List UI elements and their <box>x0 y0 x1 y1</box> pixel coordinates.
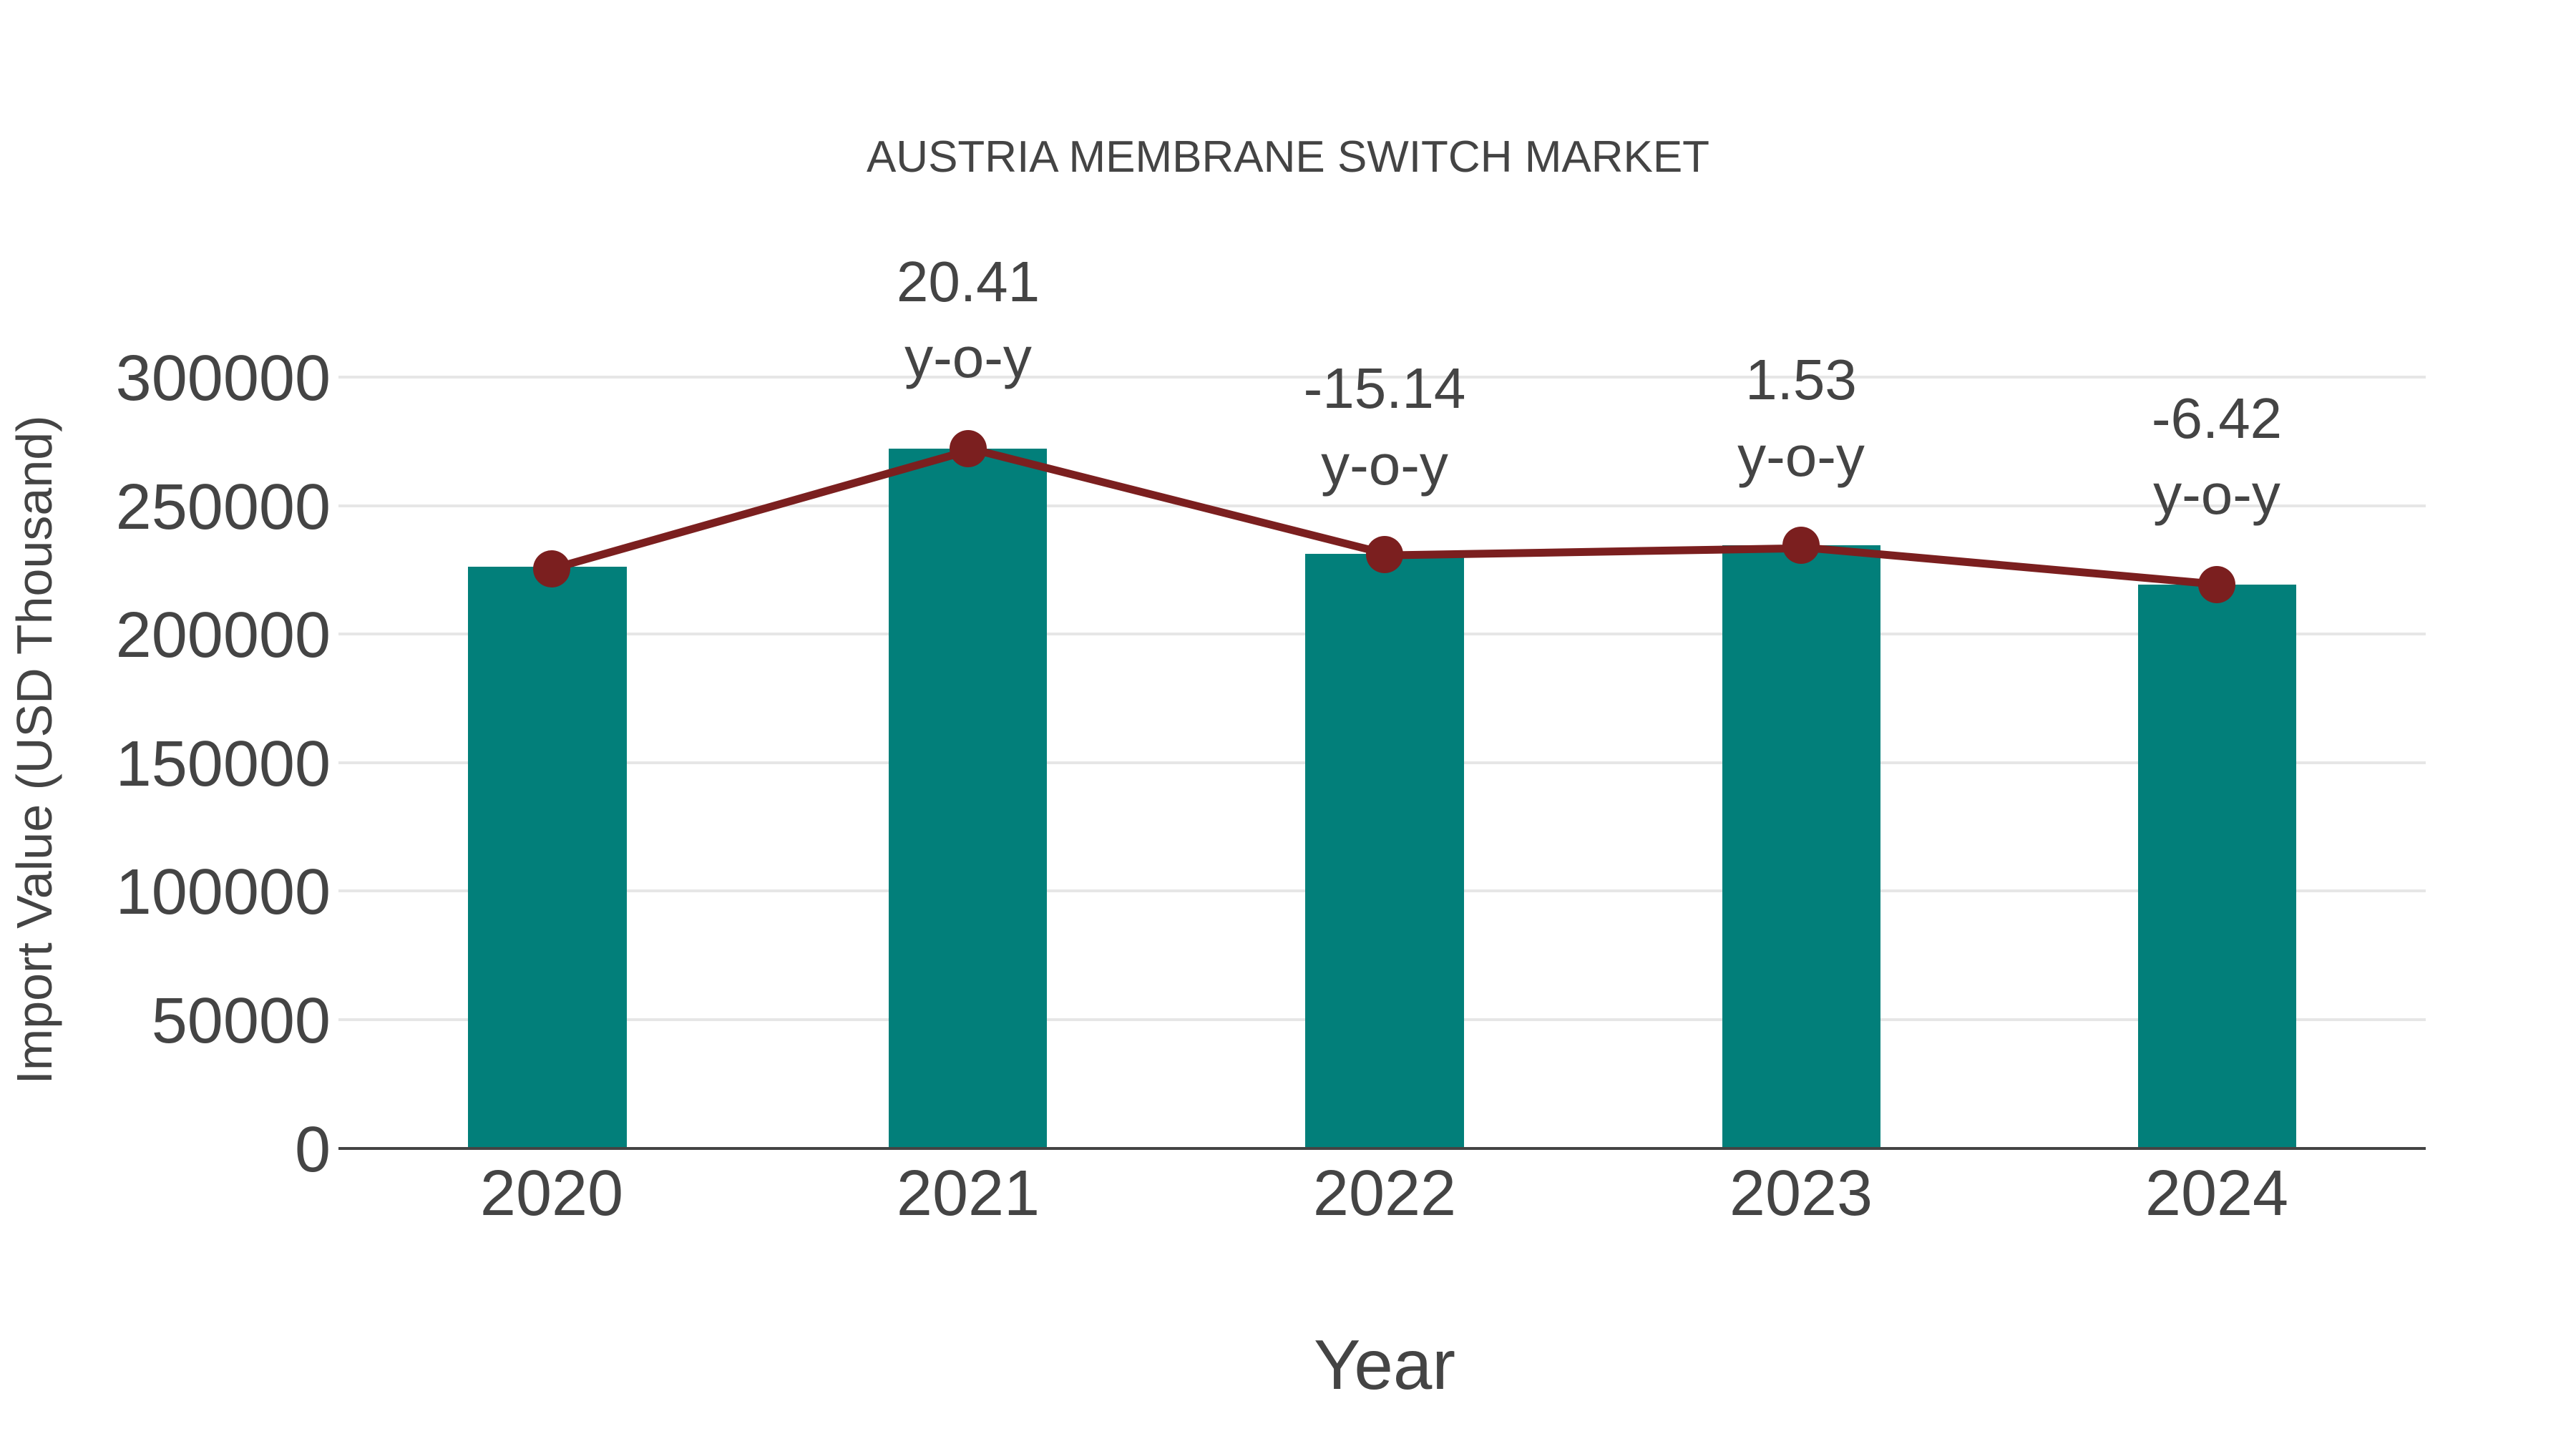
annotation-2021-suffix: y-o-y <box>904 326 1032 389</box>
x-tick-2021: 2021 <box>897 1158 1040 1229</box>
marker-2020[interactable] <box>533 550 570 587</box>
annotation-2022-suffix: y-o-y <box>1321 433 1448 497</box>
marker-2023[interactable] <box>1782 527 1820 564</box>
y-tick-300000: 300000 <box>116 343 331 414</box>
marker-2024[interactable] <box>2198 566 2235 603</box>
x-axis-ticks: 2020 2021 2022 2023 2024 <box>480 1158 2288 1229</box>
bar-2021[interactable] <box>889 449 1047 1148</box>
x-axis-title: Year <box>1314 1325 1455 1404</box>
x-tick-2024: 2024 <box>2145 1158 2288 1229</box>
y-tick-200000: 200000 <box>116 600 331 671</box>
bar-2020[interactable] <box>468 567 627 1148</box>
x-tick-2023: 2023 <box>1729 1158 1873 1229</box>
trend-markers <box>533 430 2235 603</box>
marker-2021[interactable] <box>950 430 987 467</box>
marker-2022[interactable] <box>1366 536 1403 573</box>
annotation-2022-value: -15.14 <box>1304 356 1466 420</box>
x-tick-2022: 2022 <box>1313 1158 1456 1229</box>
y-tick-150000: 150000 <box>116 728 331 800</box>
y-tick-100000: 100000 <box>116 857 331 928</box>
bar-2024[interactable] <box>2138 585 2296 1148</box>
y-tick-250000: 250000 <box>116 472 331 543</box>
annotation-2024-value: -6.42 <box>2152 386 2282 450</box>
x-tick-2020: 2020 <box>480 1158 623 1229</box>
annotation-2023-suffix: y-o-y <box>1737 424 1865 488</box>
yoy-annotations: 20.41 y-o-y -15.14 y-o-y 1.53 y-o-y -6.4… <box>897 250 2282 526</box>
bar-2023[interactable] <box>1722 545 1880 1148</box>
y-axis-ticks: 0 50000 100000 150000 200000 250000 3000… <box>116 343 331 1186</box>
y-axis-title: Import Value (USD Thousand) <box>6 415 62 1084</box>
bars <box>468 449 2296 1148</box>
chart-title: AUSTRIA MEMBRANE SWITCH MARKET <box>867 132 1709 182</box>
y-tick-0: 0 <box>295 1114 331 1186</box>
y-tick-50000: 50000 <box>152 985 331 1057</box>
bar-2022[interactable] <box>1305 554 1464 1148</box>
annotation-2023-value: 1.53 <box>1745 348 1857 411</box>
annotation-2024-suffix: y-o-y <box>2153 462 2280 526</box>
annotation-2021-value: 20.41 <box>897 250 1040 313</box>
